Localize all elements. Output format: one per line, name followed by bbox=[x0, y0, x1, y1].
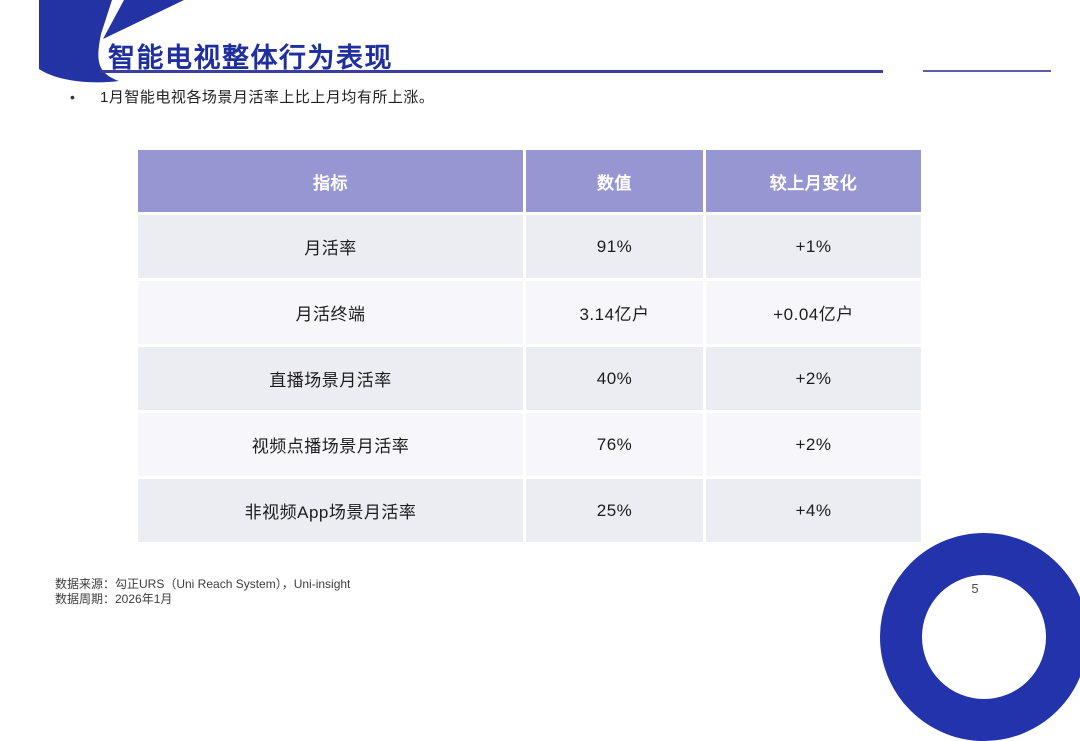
cell-change: +0.04亿户 bbox=[706, 281, 921, 344]
cell-indicator: 视频点播场景月活率 bbox=[138, 413, 523, 476]
summary-text: 1月智能电视各场景月活率上比上月均有所上涨。 bbox=[100, 89, 435, 106]
column-header-indicator: 指标 bbox=[138, 150, 523, 212]
cell-indicator: 直播场景月活率 bbox=[138, 347, 523, 410]
cell-indicator: 月活率 bbox=[138, 215, 523, 278]
title-underline-tail bbox=[923, 70, 1051, 72]
cell-change: +2% bbox=[706, 347, 921, 410]
bullet-icon: • bbox=[70, 89, 75, 105]
page-number: 5 bbox=[971, 581, 979, 596]
data-period: 数据周期：2026年1月 bbox=[55, 591, 173, 606]
column-header-value: 数值 bbox=[526, 150, 703, 212]
summary-bullet: • 1月智能电视各场景月活率上比上月均有所上涨。 bbox=[70, 88, 434, 107]
cell-value: 76% bbox=[526, 413, 703, 476]
cell-value: 3.14亿户 bbox=[526, 281, 703, 344]
footer-notes: 数据来源：勾正URS（Uni Reach System），Uni-insight… bbox=[55, 577, 350, 606]
cell-value: 40% bbox=[526, 347, 703, 410]
page-ring-decoration bbox=[880, 533, 1080, 741]
cell-value: 91% bbox=[526, 215, 703, 278]
cell-indicator: 月活终端 bbox=[138, 281, 523, 344]
metrics-table: 指标 数值 较上月变化 月活率 91% +1% 月活终端 3.14亿户 +0.0… bbox=[138, 150, 921, 542]
data-source: 数据来源：勾正URS（Uni Reach System），Uni-insight bbox=[55, 577, 351, 591]
cell-change: +4% bbox=[706, 479, 921, 542]
cell-indicator: 非视频App场景月活率 bbox=[138, 479, 523, 542]
corner-accent-shape bbox=[39, 0, 184, 83]
page-title: 智能电视整体行为表现 bbox=[108, 43, 393, 73]
column-header-change: 较上月变化 bbox=[706, 150, 921, 212]
cell-change: +1% bbox=[706, 215, 921, 278]
title-underline bbox=[100, 70, 883, 73]
cell-change: +2% bbox=[706, 413, 921, 476]
cell-value: 25% bbox=[526, 479, 703, 542]
